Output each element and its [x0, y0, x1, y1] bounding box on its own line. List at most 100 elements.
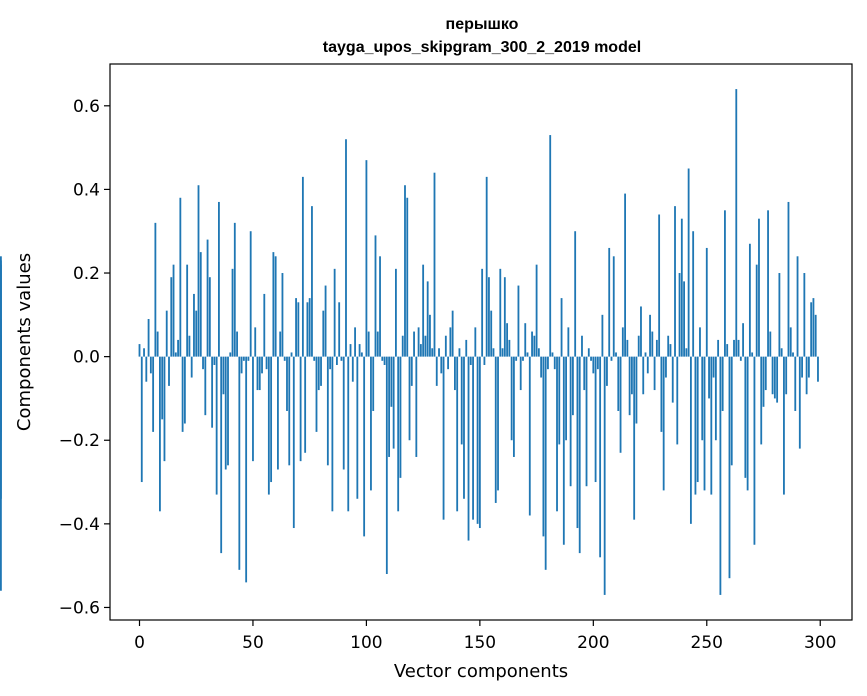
bar-component-93 [349, 344, 352, 357]
bar-component-108 [383, 356, 386, 365]
bar-component-287 [789, 327, 792, 357]
bar-component-79 [317, 356, 320, 391]
bar-component-140 [456, 356, 459, 512]
bar-component-299 [817, 356, 819, 382]
x-tick-label: 150 [464, 633, 496, 653]
bar-component-110 [388, 356, 391, 457]
bar-component-96 [356, 356, 359, 499]
bar-component-1 [140, 356, 143, 483]
bar-component-171 [526, 352, 529, 357]
bar-component-224 [646, 356, 649, 374]
bar-component-5 [149, 356, 152, 374]
bar-component-135 [444, 335, 447, 357]
bar-component-4 [147, 319, 150, 357]
bar-component-174 [533, 335, 536, 357]
bar-component-125 [422, 264, 425, 357]
bar-component-239 [680, 218, 683, 357]
bar-component-145 [467, 356, 470, 541]
bar-component-54 [261, 356, 263, 374]
bar-component-27 [199, 252, 202, 357]
bar-component-75 [308, 298, 311, 357]
bar-component-37 [222, 356, 225, 395]
bar-component-123 [417, 327, 420, 357]
bar-component-258 [724, 210, 726, 357]
bar-component-246 [696, 356, 699, 483]
bar-component-24 [193, 293, 195, 357]
bar-component-272 [755, 264, 758, 357]
bar-component-164 [510, 356, 513, 441]
bar-component-95 [354, 327, 356, 357]
bar-component-86 [333, 268, 336, 357]
bar-component-289 [794, 356, 797, 411]
y-tick-label: −0.6 [59, 598, 100, 618]
bar-component-226 [651, 331, 654, 357]
bar-component-286 [787, 201, 790, 357]
bar-component-111 [390, 356, 393, 407]
bar-component-251 [708, 356, 710, 399]
bar-component-167 [517, 285, 520, 357]
bar-component-8 [156, 331, 159, 357]
bar-component-161 [503, 277, 506, 357]
bar-component-262 [733, 339, 735, 357]
bar-component-232 [665, 356, 667, 378]
bar-component-17 [177, 339, 179, 357]
bar-component-179 [544, 356, 547, 570]
bar-component-118 [406, 197, 409, 357]
bar-component-56 [265, 356, 268, 370]
bar-component-29 [204, 356, 207, 416]
x-tick-label: 100 [350, 633, 382, 653]
bar-component-194 [578, 356, 581, 554]
bar-component-200 [592, 356, 595, 374]
bar-component-65 [286, 356, 288, 411]
bar-component-89 [340, 356, 343, 361]
y-tick-label: −0.2 [59, 431, 100, 451]
bar-component-295 [807, 356, 810, 378]
bar-component-42 [233, 222, 236, 357]
bar-component-19 [181, 356, 184, 432]
bar-component-244 [692, 231, 695, 357]
bar-component-106 [379, 256, 381, 357]
bar-component-20 [183, 356, 186, 424]
chart-title: перышко [446, 16, 519, 33]
bar-component-267 [744, 356, 747, 478]
bar-component-85 [331, 356, 334, 512]
bar-component-260 [728, 356, 731, 579]
bar-component-28 [202, 356, 204, 370]
bar-component-121 [413, 331, 415, 357]
bar-component-148 [474, 327, 477, 357]
bar-component-213 [621, 327, 624, 357]
bar-component-298 [814, 314, 817, 357]
bar-component-206 [606, 356, 608, 386]
bar-component-166 [515, 356, 518, 361]
bar-component-36 [220, 356, 223, 554]
bar-component-61 [277, 356, 279, 470]
bar-component-41 [231, 268, 234, 357]
bar-component-214 [624, 193, 626, 357]
bar-component-143 [463, 356, 465, 499]
bar-component-159 [499, 268, 502, 357]
bar-component-216 [628, 356, 631, 416]
bar-component-150 [478, 356, 481, 529]
x-tick-label: 0 [134, 633, 145, 653]
bar-component-99 [363, 356, 366, 537]
bar-component-204 [601, 314, 604, 357]
bar-component-43 [236, 331, 238, 357]
bar-component-115 [399, 356, 402, 478]
bar-component-231 [662, 356, 665, 491]
bar-component-undefined [0, 356, 2, 591]
bar-component-265 [739, 356, 742, 361]
bar-component-137 [449, 327, 452, 357]
bar-component-149 [476, 356, 479, 524]
bar-component-7 [154, 222, 157, 357]
bar-component-199 [590, 356, 592, 361]
y-tick-label: 0.2 [73, 264, 100, 284]
bar-component-45 [240, 356, 243, 374]
x-axis-label: Vector components [394, 661, 568, 682]
bar-component-138 [451, 310, 454, 357]
bar-component-128 [429, 314, 431, 357]
bar-component-279 [771, 356, 774, 395]
bar-component-105 [376, 331, 379, 357]
bar-component-209 [612, 256, 615, 357]
bar-component-39 [227, 356, 229, 466]
